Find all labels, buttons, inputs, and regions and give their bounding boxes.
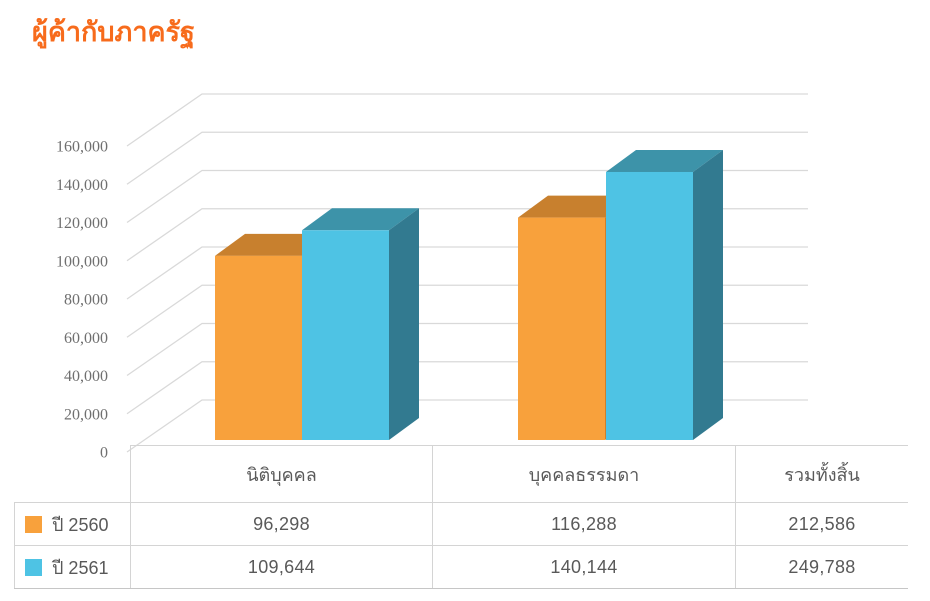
gridline xyxy=(126,169,808,224)
value-cell-2560-total: 212,586 xyxy=(735,502,908,545)
bar-top-face xyxy=(302,208,419,231)
legend-label-2561: ปี 2561 xyxy=(52,557,109,578)
legend-item-2561: ปี 2561 xyxy=(14,545,130,588)
y-tick-label: 140,000 xyxy=(56,177,108,194)
column-header-individual: บุคคลธรรมดา xyxy=(432,445,735,502)
value-cell-2561-total: 249,788 xyxy=(735,545,908,588)
value-cell-2560-individual: 116,288 xyxy=(432,502,735,545)
column-header-total: รวมทั้งสิ้น xyxy=(735,445,908,502)
y-tick-label: 0 xyxy=(100,445,108,462)
bar-front-face xyxy=(606,171,693,440)
bar-front-face xyxy=(518,217,605,440)
y-tick-label: 120,000 xyxy=(56,215,108,232)
y-tick-label: 160,000 xyxy=(56,139,108,156)
legend-swatch-2561 xyxy=(25,558,42,576)
bar-front-face xyxy=(302,230,389,440)
bar-series2-cat2 xyxy=(606,149,723,440)
legend-label-2560: ปี 2560 xyxy=(52,514,109,535)
chart-title: ผู้ค้ากับภาครัฐ xyxy=(32,17,195,47)
y-tick-label: 20,000 xyxy=(64,406,108,423)
value-cell-2561-juristic: 109,644 xyxy=(130,545,432,588)
bar-top-face xyxy=(606,149,723,172)
bar-top-face xyxy=(518,195,635,218)
y-tick-label: 40,000 xyxy=(64,368,108,385)
column-header-juristic: นิติบุคคล xyxy=(130,445,432,502)
bar-front-face xyxy=(215,255,302,440)
gridline xyxy=(126,131,808,185)
value-cell-2560-juristic: 96,298 xyxy=(130,502,432,545)
bar-side-face xyxy=(389,208,419,440)
value-cell-2561-individual: 140,144 xyxy=(432,545,735,588)
bar-series2-cat1 xyxy=(302,208,419,440)
y-tick-label: 100,000 xyxy=(56,253,108,270)
legend-swatch-2560 xyxy=(25,515,42,533)
data-table: นิติบุคคล บุคคลธรรมดา รวมทั้งสิ้น ปี 256… xyxy=(14,445,908,589)
gridline xyxy=(126,93,808,147)
legend-item-2560: ปี 2560 xyxy=(14,502,130,545)
legend-header-cell xyxy=(14,445,130,502)
bar-side-face xyxy=(693,149,723,440)
y-tick-label: 80,000 xyxy=(64,292,108,309)
y-tick-label: 60,000 xyxy=(64,330,108,347)
